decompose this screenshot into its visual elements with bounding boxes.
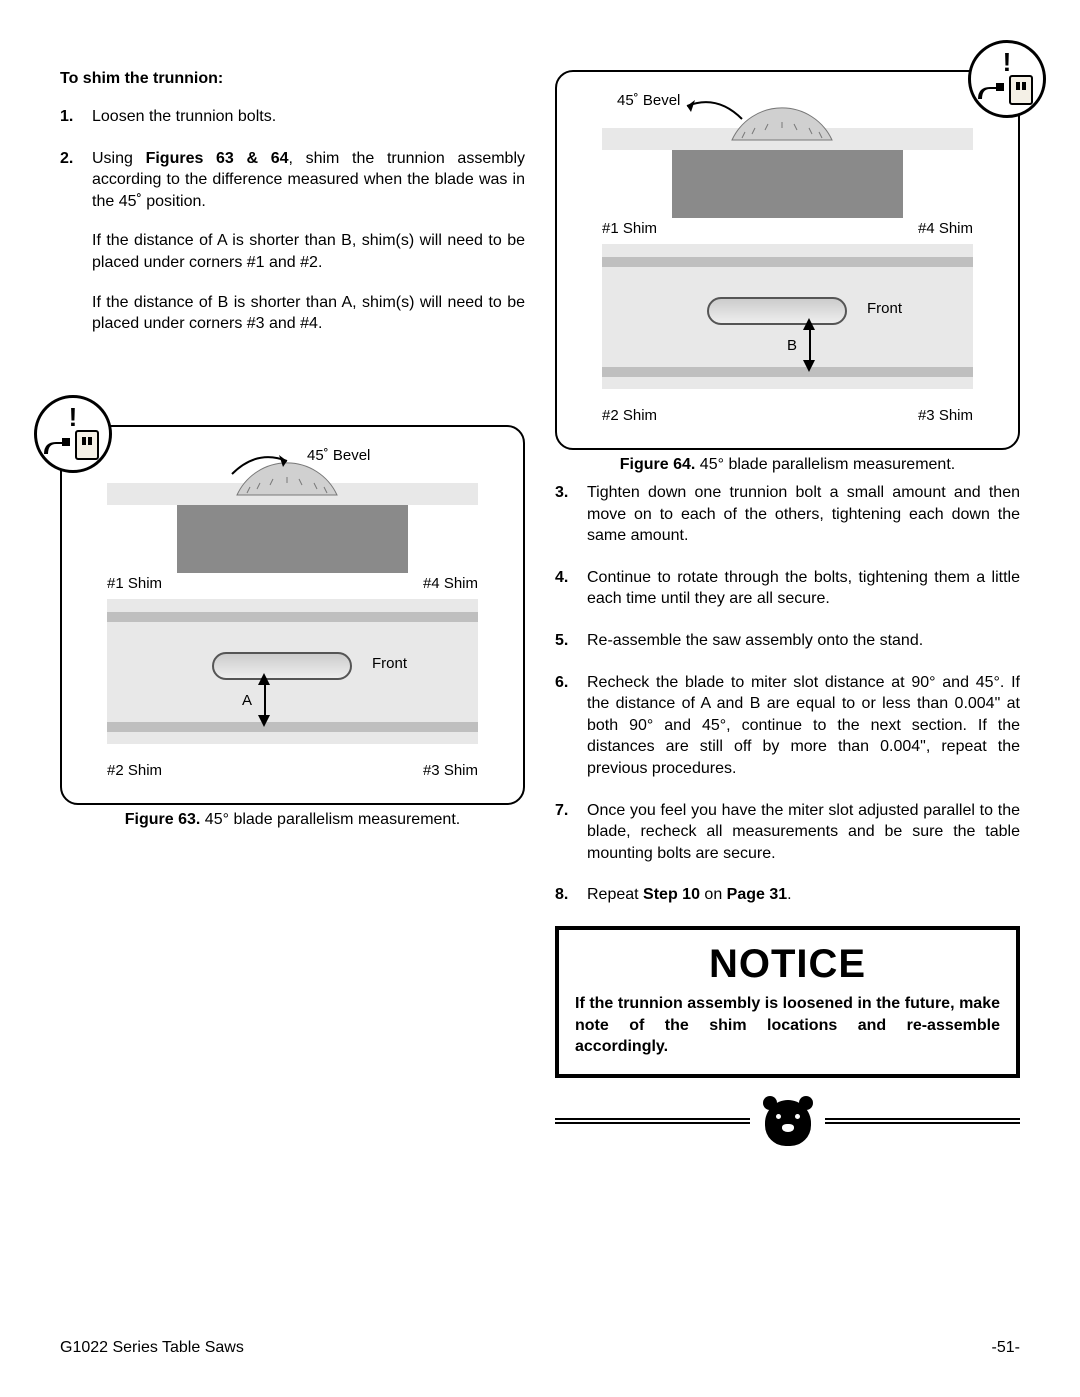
bevel-arrow-icon (227, 449, 307, 479)
shim4-label: #4 Shim (423, 575, 478, 592)
shim2-label: #2 Shim (602, 407, 657, 424)
shim3-label: #3 Shim (423, 762, 478, 779)
trunnion-block (672, 150, 903, 218)
measure-letter: B (787, 337, 797, 354)
step-6: Recheck the blade to miter slot distance… (555, 672, 1020, 780)
steps-right: Tighten down one trunnion bolt a small a… (555, 482, 1020, 906)
blade-slot (707, 297, 847, 325)
shim4-label: #4 Shim (918, 220, 973, 237)
step-7-text: Once you feel you have the miter slot ad… (587, 802, 1020, 862)
blade-slot (212, 652, 352, 680)
step-1-text: Loosen the trunnion bolts. (92, 108, 276, 125)
trunnion-block (177, 505, 408, 573)
page-footer: G1022 Series Table Saws -51- (60, 1339, 1020, 1357)
footer-left: G1022 Series Table Saws (60, 1339, 244, 1357)
notice-title: NOTICE (575, 942, 1000, 987)
miter-slot-bottom (602, 367, 973, 377)
shim1-label: #1 Shim (107, 575, 162, 592)
measure-line (264, 680, 266, 718)
step-2-sub1: If the distance of A is shorter than B, … (92, 230, 525, 273)
arrow-down-icon (803, 360, 815, 372)
page-columns: To shim the trunnion: Loosen the trunnio… (60, 70, 1020, 1156)
front-label: Front (372, 655, 407, 672)
unplug-warning-icon: ! (34, 395, 112, 473)
arrow-up-icon (803, 318, 815, 330)
step-7: Once you feel you have the miter slot ad… (555, 800, 1020, 865)
step-8: Repeat Step 10 on Page 31. (555, 884, 1020, 906)
step-8-b: Step 10 (643, 886, 700, 903)
miter-slot-top (602, 257, 973, 267)
step-1: Loosen the trunnion bolts. (60, 106, 525, 128)
step-8-a: Repeat (587, 886, 643, 903)
measure-letter: A (242, 692, 252, 709)
arrow-down-icon (258, 715, 270, 727)
figure-63: ! (60, 425, 525, 829)
miter-slot-top (107, 612, 478, 622)
bevel-label: 45˚ Bevel (617, 92, 680, 109)
step-2-a: Using (92, 150, 146, 167)
front-label: Front (867, 300, 902, 317)
figure-63-box: ! (60, 425, 525, 805)
step-4: Continue to rotate through the bolts, ti… (555, 567, 1020, 610)
arrow-up-icon (258, 673, 270, 685)
figure-63-caption-r: 45° blade parallelism measurement. (200, 811, 460, 828)
figure-63-caption: Figure 63. 45° blade parallelism measure… (60, 811, 525, 829)
figure-64-caption-r: 45° blade parallelism measurement. (695, 456, 955, 473)
section-divider (555, 1096, 1020, 1156)
steps-left: Loosen the trunnion bolts. Using Figures… (60, 106, 525, 335)
step-2: Using Figures 63 & 64, shim the trunnion… (60, 148, 525, 335)
measure-line (809, 325, 811, 363)
step-8-c: on (700, 886, 727, 903)
notice-text: If the trunnion assembly is loosened in … (575, 993, 1000, 1058)
figure-64-caption-b: Figure 64. (620, 456, 696, 473)
step-4-text: Continue to rotate through the bolts, ti… (587, 569, 1020, 608)
right-column: ! (555, 70, 1020, 1156)
figure-63-caption-b: Figure 63. (125, 811, 201, 828)
figure-64-box: ! (555, 70, 1020, 450)
step-3-text: Tighten down one trunnion bolt a small a… (587, 484, 1020, 544)
step-2-sub2: If the distance of B is shorter than A, … (92, 292, 525, 335)
notice-box: NOTICE If the trunnion assembly is loose… (555, 926, 1020, 1078)
shim3-label: #3 Shim (918, 407, 973, 424)
figure-64-caption: Figure 64. 45° blade parallelism measure… (555, 456, 1020, 474)
step-2-b: Figures 63 & 64 (146, 150, 289, 167)
step-8-d: Page 31 (727, 886, 787, 903)
section-title: To shim the trunnion: (60, 70, 525, 88)
step-3: Tighten down one trunnion bolt a small a… (555, 482, 1020, 547)
shim1-label: #1 Shim (602, 220, 657, 237)
bear-logo-icon (765, 1100, 811, 1146)
bevel-label: 45˚ Bevel (307, 447, 370, 464)
miter-slot-bottom (107, 722, 478, 732)
left-column: To shim the trunnion: Loosen the trunnio… (60, 70, 525, 1156)
footer-right: -51- (992, 1339, 1020, 1357)
figure-64: ! (555, 70, 1020, 474)
step-6-text: Recheck the blade to miter slot distance… (587, 674, 1020, 777)
unplug-warning-icon: ! (968, 40, 1046, 118)
step-5: Re-assemble the saw assembly onto the st… (555, 630, 1020, 652)
step-8-e: . (787, 886, 791, 903)
shim2-label: #2 Shim (107, 762, 162, 779)
step-5-text: Re-assemble the saw assembly onto the st… (587, 632, 923, 649)
